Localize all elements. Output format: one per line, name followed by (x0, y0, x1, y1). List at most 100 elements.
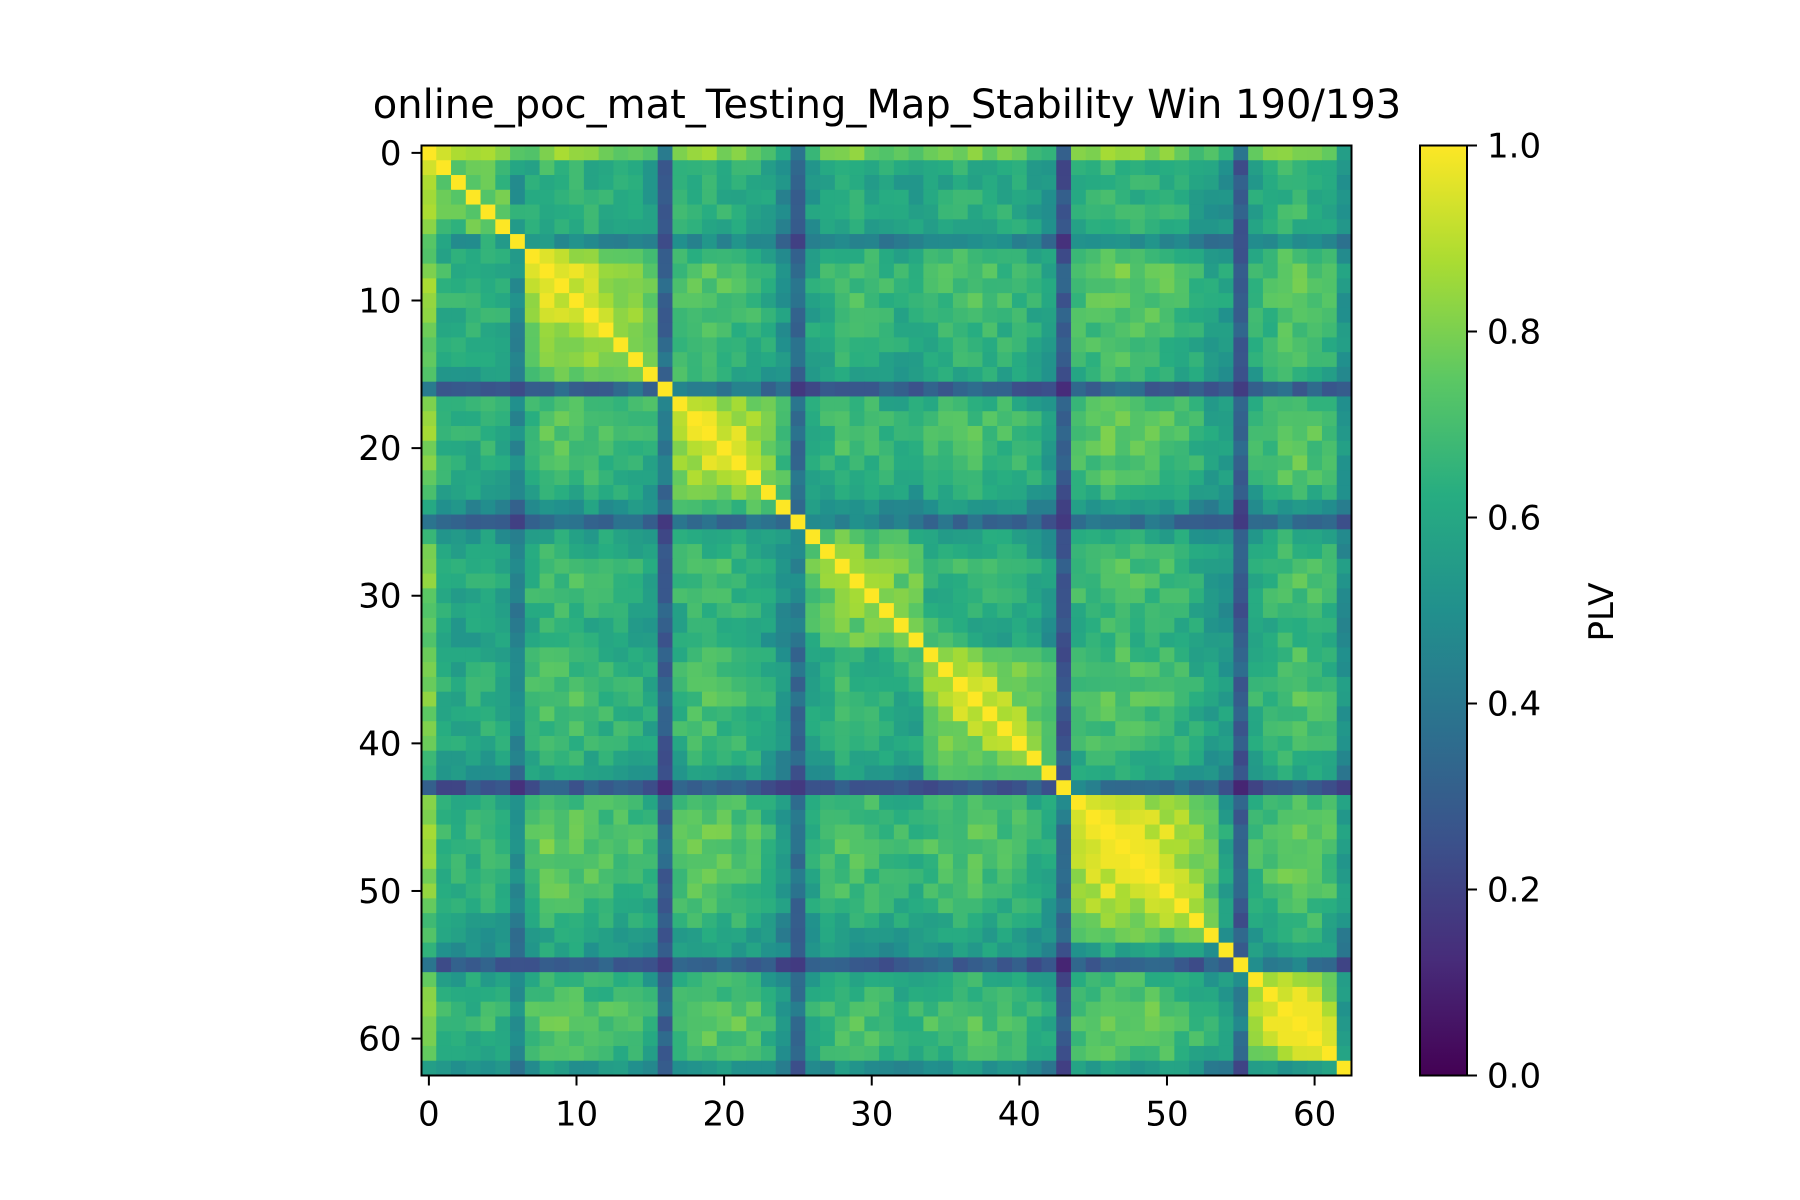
heatmap-cell (1115, 588, 1131, 604)
heatmap-cell (1321, 662, 1338, 678)
heatmap-cell (1248, 986, 1264, 1003)
heatmap-cell (554, 160, 570, 176)
heatmap-cell (746, 455, 762, 471)
colorbar-label: PLV (1582, 583, 1622, 642)
heatmap-cell (1321, 883, 1338, 899)
heatmap-cell (436, 750, 452, 767)
heatmap-cell (598, 558, 614, 575)
heatmap-cell (1277, 662, 1294, 678)
heatmap-cell (613, 1016, 629, 1032)
heatmap-cell (1218, 986, 1234, 1003)
heatmap-cell (569, 883, 585, 899)
heatmap-cell (539, 455, 555, 471)
heatmap-cell (598, 396, 614, 412)
heatmap-cell (687, 824, 703, 840)
heatmap-cell (672, 366, 688, 383)
heatmap-cell (480, 160, 496, 176)
heatmap-cell (701, 986, 718, 1003)
heatmap-cell (1203, 366, 1220, 383)
heatmap-cell (805, 780, 821, 796)
heatmap-cell (938, 411, 954, 427)
heatmap-cell (820, 986, 836, 1003)
heatmap-cell (1233, 1001, 1249, 1018)
heatmap-cell (952, 1031, 969, 1047)
heatmap-cell (1189, 337, 1205, 353)
heatmap-cell (672, 883, 688, 899)
heatmap-cell (1071, 986, 1087, 1003)
heatmap-cell (1159, 263, 1175, 279)
heatmap-cell (864, 750, 880, 767)
heatmap-cell (1292, 603, 1308, 619)
heatmap-cell (642, 337, 659, 353)
heatmap-cell (569, 189, 585, 206)
heatmap-cell (1174, 425, 1190, 442)
heatmap-cell (1144, 721, 1161, 737)
heatmap-cell (952, 588, 969, 604)
heatmap-cell (1277, 425, 1294, 442)
heatmap-cell (908, 735, 924, 752)
heatmap-cell (820, 1001, 836, 1018)
heatmap-cell (1174, 278, 1190, 294)
heatmap-cell (539, 293, 555, 309)
heatmap-cell (731, 558, 747, 575)
heatmap-cell (761, 248, 777, 265)
heatmap-cell (524, 1031, 541, 1047)
heatmap-cell (1262, 662, 1279, 678)
heatmap-cell (613, 529, 629, 545)
heatmap-cell (1189, 411, 1205, 427)
heatmap-cell (628, 824, 644, 840)
heatmap-cell (436, 868, 452, 885)
heatmap-cell (539, 942, 555, 958)
heatmap-cell (893, 839, 910, 855)
heatmap-cell (1011, 986, 1028, 1003)
heatmap-cell (1189, 839, 1205, 855)
heatmap-cell (1100, 986, 1116, 1003)
heatmap-cell (834, 1016, 851, 1032)
heatmap-cell (1336, 189, 1353, 206)
heatmap-cell (1085, 972, 1102, 988)
heatmap-cell (642, 647, 659, 663)
heatmap-cell (510, 544, 526, 560)
heatmap-cell (510, 854, 526, 870)
heatmap-cell (893, 440, 910, 457)
heatmap-cell (1011, 957, 1028, 973)
heatmap-cell (834, 366, 851, 383)
heatmap-cell (908, 425, 924, 442)
heatmap-cell (1130, 839, 1146, 855)
heatmap-cell (761, 514, 777, 530)
heatmap-cell (864, 293, 880, 309)
heatmap-cell (805, 248, 821, 265)
heatmap-cell (1292, 676, 1308, 693)
heatmap-cell (628, 558, 644, 575)
heatmap-cell (583, 942, 600, 958)
heatmap-cell (687, 219, 703, 235)
heatmap-cell (1248, 352, 1264, 368)
heatmap-cell (982, 957, 998, 973)
heatmap-cell (480, 839, 496, 855)
heatmap-cell (628, 957, 644, 973)
heatmap-cell (849, 558, 865, 575)
heatmap-cell (1026, 175, 1043, 191)
heatmap-cell (1056, 868, 1072, 885)
heatmap-cell (879, 868, 895, 885)
heatmap-cell (1233, 425, 1249, 442)
heatmap-cell (569, 307, 585, 324)
heatmap-cell (820, 175, 836, 191)
heatmap-cell (1203, 603, 1220, 619)
heatmap-cell (1100, 470, 1116, 486)
heatmap-cell (1233, 603, 1249, 619)
heatmap-cell (1189, 676, 1205, 693)
heatmap-cell (1307, 558, 1323, 575)
heatmap-cell (1041, 706, 1057, 722)
heatmap-cell (1100, 160, 1116, 176)
heatmap-cell (864, 839, 880, 855)
heatmap-cell (583, 927, 600, 944)
y-tick-label: 0 (380, 134, 402, 174)
heatmap-cell (746, 145, 762, 161)
heatmap-cell (613, 175, 629, 191)
heatmap-cell (820, 529, 836, 545)
heatmap-cell (997, 470, 1013, 486)
heatmap-cell (1026, 352, 1043, 368)
heatmap-cell (1321, 470, 1338, 486)
heatmap-cell (1307, 795, 1323, 811)
